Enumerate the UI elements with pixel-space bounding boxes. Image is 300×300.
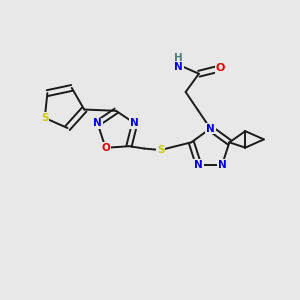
- Text: N: N: [130, 118, 139, 128]
- Text: O: O: [101, 143, 110, 153]
- Text: H: H: [175, 53, 183, 63]
- Text: N: N: [194, 160, 203, 170]
- Text: O: O: [215, 63, 225, 74]
- Text: S: S: [157, 145, 164, 155]
- Text: N: N: [206, 124, 215, 134]
- Text: N: N: [93, 118, 102, 128]
- Text: N: N: [218, 160, 226, 170]
- Text: N: N: [175, 62, 183, 72]
- Text: S: S: [41, 113, 49, 123]
